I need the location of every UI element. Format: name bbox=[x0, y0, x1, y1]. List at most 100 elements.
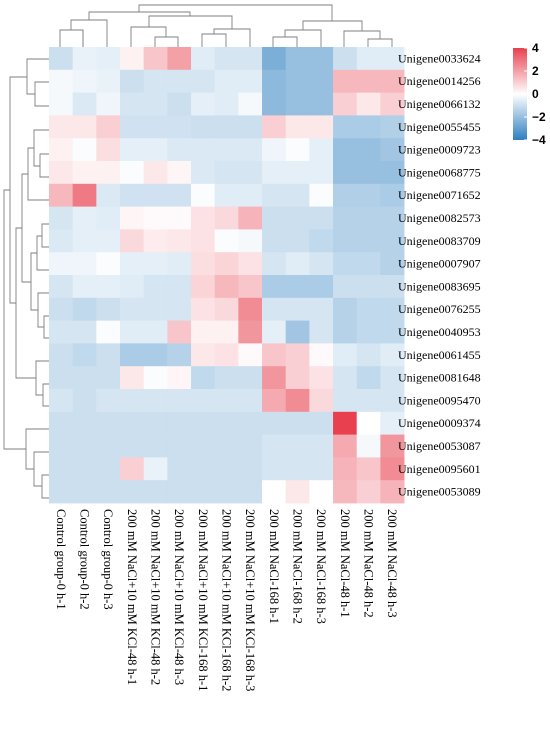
heatmap-cell bbox=[333, 252, 358, 276]
heatmap-cell bbox=[333, 275, 358, 299]
heatmap-cell bbox=[262, 457, 287, 481]
heatmap-cell bbox=[380, 229, 405, 253]
legend-tick-label: 2 bbox=[532, 64, 539, 78]
heatmap-cell bbox=[262, 275, 287, 299]
heatmap-cell bbox=[262, 47, 287, 71]
heatmap-cell bbox=[309, 138, 334, 162]
heatmap-cell bbox=[356, 434, 381, 458]
heatmap-cell bbox=[380, 206, 405, 230]
heatmap-cell bbox=[143, 69, 168, 93]
heatmap-cell bbox=[49, 320, 74, 344]
heatmap-cell bbox=[191, 252, 216, 276]
heatmap-cell bbox=[262, 138, 287, 162]
row-label: Unigene0053087 bbox=[398, 439, 481, 453]
heatmap-cell bbox=[167, 320, 192, 344]
heatmap-cell bbox=[214, 229, 239, 253]
row-label: Unigene0082573 bbox=[398, 211, 481, 225]
heatmap-cell bbox=[191, 206, 216, 230]
heatmap-cell bbox=[120, 69, 145, 93]
row-label: Unigene0061455 bbox=[398, 348, 481, 362]
column-label: 200 mM NaCl-48 h-3 bbox=[385, 509, 399, 618]
heatmap-cell bbox=[285, 161, 310, 185]
heatmap-cell bbox=[238, 366, 263, 390]
heatmap-cell bbox=[49, 183, 74, 207]
heatmap-cell bbox=[191, 275, 216, 299]
heatmap-cell bbox=[120, 275, 145, 299]
heatmap-cell bbox=[167, 92, 192, 116]
heatmap-cell bbox=[309, 161, 334, 185]
heatmap-cell bbox=[309, 480, 334, 504]
heatmap-cell bbox=[120, 229, 145, 253]
heatmap-cell bbox=[356, 69, 381, 93]
heatmap-cell bbox=[285, 297, 310, 321]
heatmap-cell bbox=[380, 389, 405, 413]
heatmap-cell bbox=[380, 480, 405, 504]
column-label: 200 mM NaCl+10 mM KCl-48 h-3 bbox=[172, 509, 186, 685]
row-label: Unigene0009374 bbox=[398, 416, 481, 430]
heatmap-cell bbox=[380, 411, 405, 435]
heatmap-cell bbox=[49, 92, 74, 116]
heatmap-cell bbox=[285, 434, 310, 458]
heatmap-cell bbox=[380, 47, 405, 71]
heatmap-cell bbox=[120, 389, 145, 413]
heatmap-cell bbox=[143, 389, 168, 413]
column-label: 200 mM NaCl-168 h-3 bbox=[314, 509, 328, 624]
heatmap-cell bbox=[285, 69, 310, 93]
heatmap-cell bbox=[214, 161, 239, 185]
heatmap-cell bbox=[143, 275, 168, 299]
heatmap-cell bbox=[120, 320, 145, 344]
heatmap-cell bbox=[167, 434, 192, 458]
heatmap-cell bbox=[191, 183, 216, 207]
heatmap-cell bbox=[238, 457, 263, 481]
column-label: 200 mM NaCl+10 mM KCl-168 h-3 bbox=[243, 509, 257, 691]
heatmap-cell bbox=[143, 457, 168, 481]
row-label: Unigene0014256 bbox=[398, 74, 481, 88]
heatmap-cell bbox=[380, 457, 405, 481]
heatmap-cell bbox=[167, 229, 192, 253]
heatmap-cell bbox=[356, 480, 381, 504]
heatmap-cell bbox=[356, 343, 381, 367]
heatmap-cell bbox=[285, 480, 310, 504]
heatmap-cell bbox=[143, 343, 168, 367]
heatmap-cell bbox=[49, 457, 74, 481]
heatmap-cell bbox=[72, 434, 97, 458]
column-label: 200 mM NaCl-168 h-1 bbox=[267, 509, 281, 624]
heatmap-cell bbox=[380, 69, 405, 93]
heatmap-cell bbox=[167, 389, 192, 413]
heatmap-cell bbox=[143, 138, 168, 162]
heatmap-cell bbox=[380, 252, 405, 276]
heatmap-cell bbox=[191, 366, 216, 390]
heatmap-cell bbox=[167, 343, 192, 367]
row-label: Unigene0076255 bbox=[398, 302, 481, 316]
heatmap-cell bbox=[356, 320, 381, 344]
heatmap-cell bbox=[96, 366, 121, 390]
heatmap-cell bbox=[96, 480, 121, 504]
heatmap-cell bbox=[120, 161, 145, 185]
heatmap-cell bbox=[309, 92, 334, 116]
heatmap-cell bbox=[238, 206, 263, 230]
heatmap-cell bbox=[191, 115, 216, 139]
heatmap-cell bbox=[356, 366, 381, 390]
heatmap-cell bbox=[72, 161, 97, 185]
row-label: Unigene0068775 bbox=[398, 165, 481, 179]
heatmap-cell bbox=[333, 229, 358, 253]
heatmap-cell bbox=[309, 366, 334, 390]
heatmap-cell bbox=[356, 275, 381, 299]
heatmap-cell bbox=[285, 366, 310, 390]
column-label: 200 mM NaCl-168 h-2 bbox=[291, 509, 305, 624]
heatmap-cell bbox=[238, 92, 263, 116]
heatmap-cell bbox=[380, 366, 405, 390]
heatmap-cell bbox=[262, 229, 287, 253]
heatmap-cell bbox=[356, 92, 381, 116]
heatmap-cell bbox=[309, 320, 334, 344]
heatmap-cell bbox=[120, 480, 145, 504]
heatmap-cell bbox=[356, 206, 381, 230]
row-label: Unigene0055455 bbox=[398, 120, 481, 134]
heatmap-cell bbox=[356, 229, 381, 253]
heatmap-cell bbox=[356, 47, 381, 71]
heatmap-cell bbox=[238, 229, 263, 253]
heatmap-cell bbox=[96, 47, 121, 71]
heatmap-cell bbox=[356, 389, 381, 413]
heatmap-cell bbox=[96, 138, 121, 162]
heatmap-cell bbox=[214, 434, 239, 458]
